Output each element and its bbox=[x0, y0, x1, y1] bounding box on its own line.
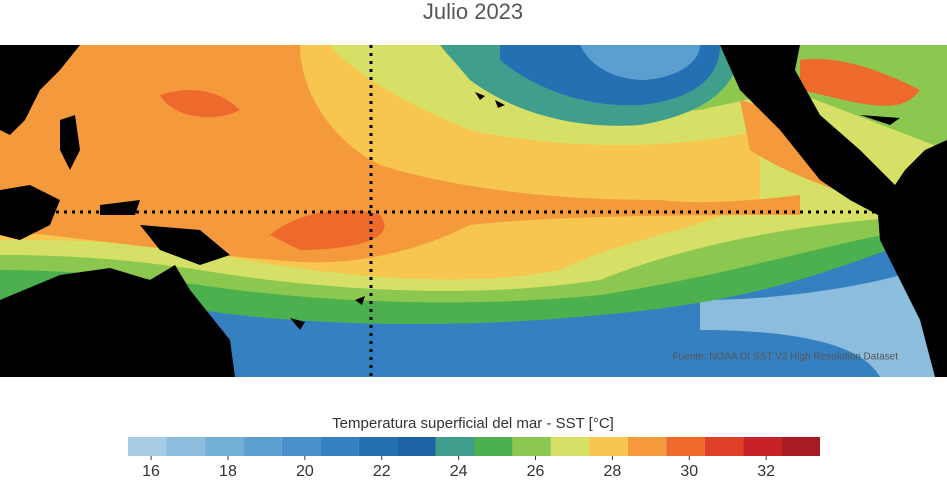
colorbar-tick-label: 24 bbox=[450, 463, 468, 480]
colorbar-box bbox=[550, 437, 590, 456]
colorbar-label: Temperatura superficial del mar - SST [°… bbox=[332, 415, 614, 432]
colorbar-tick-label: 32 bbox=[757, 463, 775, 480]
colorbar-box bbox=[743, 437, 782, 456]
colorbar-tick-label: 18 bbox=[219, 463, 237, 480]
ocean-north-light bbox=[580, 45, 700, 80]
colorbar-box bbox=[243, 437, 282, 456]
colorbar-box bbox=[281, 437, 321, 456]
colorbar-tick-label: 28 bbox=[604, 463, 622, 480]
colorbar-box bbox=[512, 437, 551, 456]
land bbox=[0, 45, 947, 377]
colorbar-box bbox=[166, 437, 205, 456]
colorbar-tick-label: 16 bbox=[142, 463, 160, 480]
map bbox=[0, 45, 947, 377]
colorbar-box bbox=[358, 437, 398, 456]
colorbar-box bbox=[781, 437, 820, 456]
source-note: Fuente: NOAA OI SST V2 High Resolution D… bbox=[673, 352, 899, 363]
colorbar-box bbox=[589, 437, 628, 456]
colorbar-box bbox=[474, 437, 513, 456]
colorbar-box bbox=[435, 437, 474, 456]
title: Julio 2023 bbox=[423, 0, 523, 24]
colorbar-box bbox=[666, 437, 705, 456]
colorbar-tick-label: 30 bbox=[680, 463, 698, 480]
ocean-hot bbox=[160, 59, 920, 250]
colorbar-box bbox=[704, 437, 744, 456]
colorbar-box bbox=[397, 437, 436, 456]
ocean-cool bbox=[700, 260, 947, 377]
colorbar: 16 18 20 22 24 26 28 30 32 bbox=[128, 437, 820, 480]
colorbar-tick-label: 22 bbox=[373, 463, 391, 480]
colorbar-tick-label: 26 bbox=[527, 463, 545, 480]
colorbar-box bbox=[320, 437, 359, 456]
colorbar-box bbox=[204, 437, 244, 456]
colorbar-box bbox=[627, 437, 667, 456]
colorbar-box bbox=[128, 437, 167, 456]
colorbar-tick-label: 20 bbox=[296, 463, 314, 480]
